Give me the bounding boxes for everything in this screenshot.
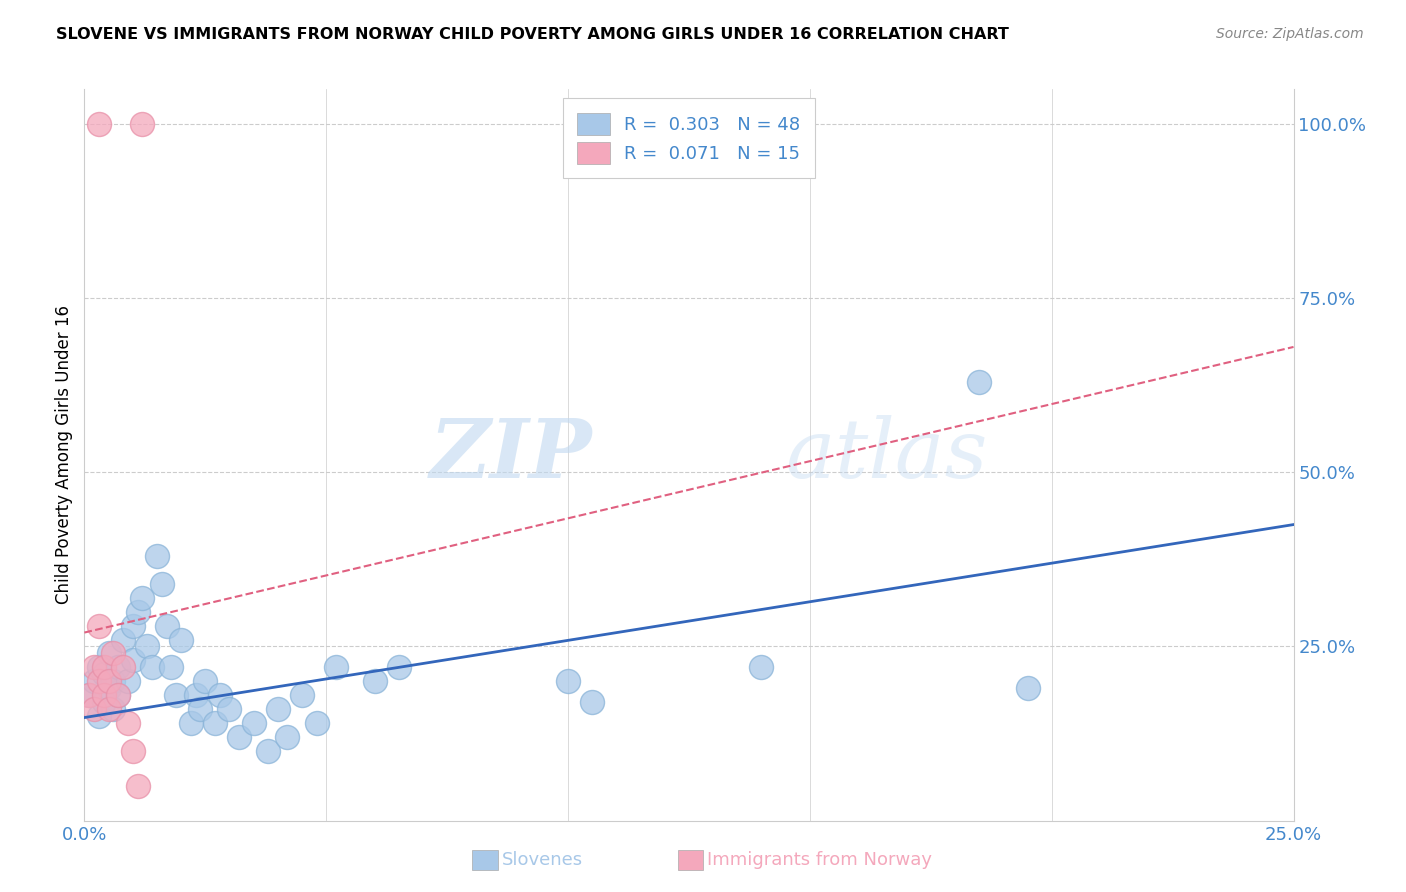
- Point: [103, 647, 125, 661]
- Point: [117, 674, 139, 689]
- Point: [83, 702, 105, 716]
- Point: [267, 702, 290, 716]
- Point: [97, 681, 120, 696]
- Y-axis label: Child Poverty Among Girls Under 16: Child Poverty Among Girls Under 16: [55, 305, 73, 605]
- Point: [93, 695, 115, 709]
- Text: atlas: atlas: [786, 415, 988, 495]
- Point: [83, 660, 105, 674]
- Text: SLOVENE VS IMMIGRANTS FROM NORWAY CHILD POVERTY AMONG GIRLS UNDER 16 CORRELATION: SLOVENE VS IMMIGRANTS FROM NORWAY CHILD …: [56, 27, 1010, 42]
- Point: [190, 702, 212, 716]
- Point: [363, 674, 385, 689]
- Text: Slovenes: Slovenes: [502, 851, 583, 869]
- Point: [276, 730, 298, 744]
- Point: [97, 647, 120, 661]
- Point: [131, 591, 153, 605]
- Point: [228, 730, 250, 744]
- Point: [967, 375, 990, 389]
- Point: [155, 618, 177, 632]
- Point: [107, 688, 129, 702]
- Point: [127, 605, 149, 619]
- Point: [87, 117, 110, 131]
- Point: [557, 674, 579, 689]
- Point: [103, 702, 125, 716]
- Point: [1017, 681, 1039, 696]
- Text: ZIP: ZIP: [430, 415, 592, 495]
- Point: [751, 660, 773, 674]
- Point: [127, 779, 149, 793]
- Text: Source: ZipAtlas.com: Source: ZipAtlas.com: [1216, 27, 1364, 41]
- Point: [388, 660, 411, 674]
- Point: [87, 660, 110, 674]
- Point: [87, 618, 110, 632]
- Point: [291, 688, 314, 702]
- Point: [150, 576, 173, 591]
- Point: [204, 716, 226, 731]
- Point: [93, 667, 115, 681]
- Point: [93, 688, 115, 702]
- Point: [87, 674, 110, 689]
- Point: [107, 660, 129, 674]
- Point: [121, 618, 143, 632]
- Point: [107, 688, 129, 702]
- Point: [160, 660, 183, 674]
- Point: [165, 688, 187, 702]
- Point: [180, 716, 202, 731]
- Point: [121, 653, 143, 667]
- Point: [117, 716, 139, 731]
- Point: [77, 688, 100, 702]
- Point: [97, 702, 120, 716]
- Point: [131, 117, 153, 131]
- Point: [103, 674, 125, 689]
- Point: [257, 744, 280, 758]
- Point: [184, 688, 207, 702]
- Point: [121, 744, 143, 758]
- Point: [112, 660, 135, 674]
- Point: [83, 674, 105, 689]
- Point: [136, 640, 159, 654]
- Point: [194, 674, 217, 689]
- Point: [93, 660, 115, 674]
- Legend: R =  0.303   N = 48, R =  0.071   N = 15: R = 0.303 N = 48, R = 0.071 N = 15: [562, 98, 815, 178]
- Point: [97, 674, 120, 689]
- Point: [208, 688, 231, 702]
- Point: [87, 709, 110, 723]
- Point: [170, 632, 193, 647]
- Point: [581, 695, 603, 709]
- Point: [325, 660, 347, 674]
- Text: Immigrants from Norway: Immigrants from Norway: [707, 851, 932, 869]
- Point: [218, 702, 240, 716]
- Point: [305, 716, 328, 731]
- Point: [77, 688, 100, 702]
- Point: [242, 716, 264, 731]
- Point: [141, 660, 163, 674]
- Point: [112, 632, 135, 647]
- Point: [146, 549, 169, 563]
